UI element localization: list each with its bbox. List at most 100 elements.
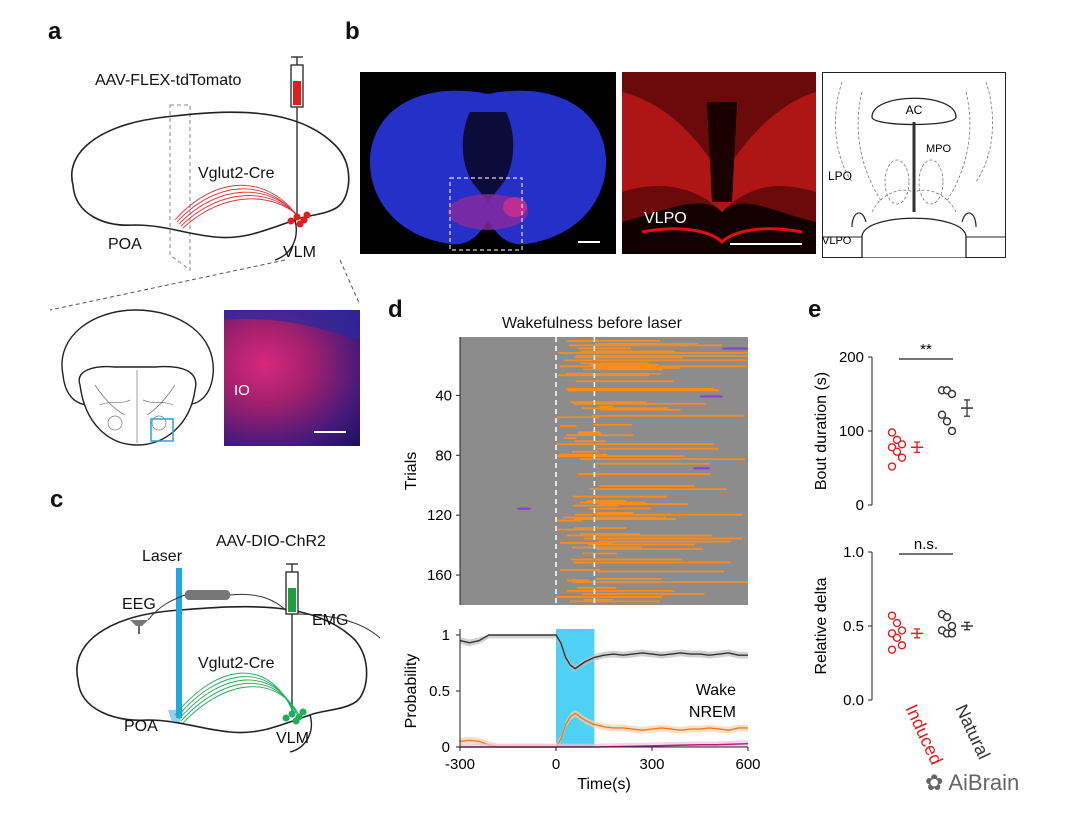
atlas-ac-label: AC [906, 103, 923, 117]
data-point [947, 621, 957, 631]
nrem-segment [572, 495, 668, 498]
nrem-segment [595, 578, 662, 580]
data-point [887, 629, 897, 638]
nrem-segment [581, 350, 676, 353]
nrem-segment [559, 365, 747, 368]
rem-segment [722, 347, 748, 350]
syringe-fill-a [293, 81, 301, 105]
projection-lines [49, 259, 361, 311]
prob-y-tick-label: 0 [442, 739, 450, 756]
band-wake [460, 635, 748, 672]
heatmap-y-tick-label: 160 [427, 567, 452, 584]
data-point [892, 633, 902, 643]
vlm-label-c: VLM [276, 730, 309, 747]
nrem-segment [559, 453, 608, 456]
nrem-segment [568, 389, 719, 392]
nrem-segment [583, 599, 613, 601]
nrem-segment [582, 407, 669, 410]
panel-letter-b: b [345, 18, 360, 45]
atlas-vlpo-label: VLPO [822, 235, 852, 247]
brain-sagittal-diagram-c [76, 563, 381, 753]
scatter-y-tick-label: 0.0 [843, 692, 864, 709]
nrem-segment [573, 561, 731, 564]
nrem-segment [566, 579, 589, 582]
nrem-segment [557, 455, 685, 458]
heatmap-y-tick-label: 120 [427, 507, 452, 524]
prob-y-tick-label: 0.5 [429, 683, 450, 700]
nrem-segment [597, 447, 719, 450]
category-label-natural: Natural [951, 701, 994, 762]
nrem-segment [580, 533, 640, 535]
nrem-segment [600, 408, 681, 411]
nrem-segment [591, 414, 745, 417]
emg-label: EMG [312, 612, 349, 629]
scatter-y-tick-label: 0.5 [843, 618, 864, 635]
nrem-segment [571, 581, 748, 583]
nrem-segment [578, 431, 600, 434]
prob-x-tick-label: 300 [639, 756, 664, 773]
nrem-segment [578, 473, 711, 476]
coronal-whole-brain-image [360, 72, 616, 254]
nrem-segment [566, 590, 675, 592]
relative-delta-scatter: 0.0 0.5 1.0 Relative delta n.s. [813, 536, 973, 709]
prob-x-tick-label: -300 [445, 756, 475, 773]
data-point [887, 645, 897, 654]
nrem-segment [582, 552, 617, 555]
scatter-y-tick-label: 200 [839, 349, 864, 366]
data-point [947, 629, 957, 638]
nrem-segment [559, 569, 600, 571]
nrem-segment [566, 534, 713, 537]
nrem-segment [584, 537, 743, 540]
nrem-segment [571, 546, 642, 549]
heatmap-background [460, 337, 748, 605]
heatmap-y-tick-label: 80 [435, 447, 452, 464]
nrem-segment [566, 434, 633, 437]
scatter-y-tick-label: 100 [839, 423, 864, 440]
nrem-segment [563, 359, 748, 362]
data-point [942, 417, 952, 426]
prob-x-tick-label: 0 [552, 756, 560, 773]
nrem-segment [589, 488, 727, 491]
nrem-segment [580, 362, 649, 365]
category-labels: Induced Natural [901, 701, 994, 768]
poa-label-a: POA [108, 236, 142, 253]
nrem-segment [572, 450, 599, 453]
watermark-icon: ✿ [925, 770, 949, 795]
nrem-segment [574, 527, 626, 529]
nrem-segment [576, 587, 617, 589]
nrem-segment [598, 405, 613, 408]
inset-box [150, 418, 174, 442]
vlm-label-a: VLM [283, 244, 316, 261]
nrem-segment [570, 401, 647, 404]
data-point [937, 410, 947, 419]
nrem-segment [588, 543, 696, 546]
nrem-segment [559, 542, 613, 544]
nrem-segment [597, 548, 704, 550]
nrem-segment [583, 368, 663, 371]
significance-label: n.s. [914, 536, 938, 553]
data-point [887, 462, 897, 471]
line-wake [459, 634, 748, 670]
prob-x-label: Time(s) [577, 776, 631, 793]
nrem-segment [556, 596, 663, 598]
data-point [947, 389, 957, 399]
nrem-segment [571, 558, 683, 561]
atlas-mpo-label: MPO [926, 143, 952, 155]
nrem-segment [563, 437, 577, 440]
data-point [897, 641, 907, 650]
band-rem [460, 740, 748, 747]
panel-letter-d: d [388, 296, 403, 323]
data-point [897, 453, 907, 462]
nrem-segment [589, 507, 651, 510]
data-point [887, 428, 897, 437]
data-point [892, 435, 902, 445]
watermark-text: AiBrain [948, 770, 1020, 795]
bout-duration-scatter: 0 100 200 Bout duration (s) ** [813, 341, 973, 514]
panel-letter-e: e [808, 296, 822, 323]
data-point [892, 618, 902, 628]
data-point [892, 447, 902, 456]
scatter-y-label: Relative delta [813, 577, 830, 674]
prob-x-tick-label: 600 [735, 756, 760, 773]
rem-segment [693, 467, 710, 470]
cre-label-c: Vglut2-Cre [198, 655, 275, 672]
